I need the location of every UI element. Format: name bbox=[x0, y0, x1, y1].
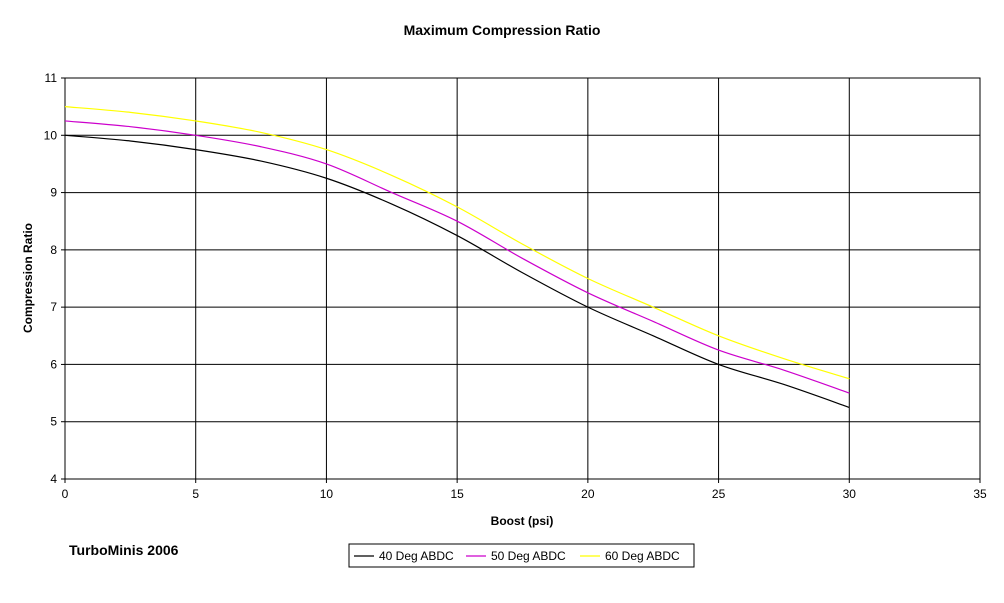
credit-text: TurboMinis 2006 bbox=[69, 542, 179, 558]
y-tick-label: 5 bbox=[50, 415, 57, 429]
x-tick-label: 5 bbox=[192, 487, 199, 501]
y-tick-label: 7 bbox=[50, 300, 57, 314]
chart-title: Maximum Compression Ratio bbox=[404, 22, 601, 38]
legend-label-2: 50 Deg ABDC bbox=[491, 549, 566, 563]
series-line-1 bbox=[64, 134, 850, 408]
plot-area bbox=[64, 77, 981, 480]
grid bbox=[61, 77, 981, 483]
x-axis-title: Boost (psi) bbox=[491, 514, 554, 528]
legend: 40 Deg ABDC 50 Deg ABDC 60 Deg ABDC bbox=[348, 543, 695, 568]
y-tick-label: 11 bbox=[45, 71, 58, 85]
tick-labels: 0 5 10 15 20 25 30 35 4 5 6 7 8 9 10 11 bbox=[44, 71, 987, 501]
series-lines bbox=[64, 106, 850, 408]
legend-label-1: 40 Deg ABDC bbox=[379, 549, 454, 563]
y-axis-title: Compression Ratio bbox=[21, 223, 35, 333]
y-tick-label: 10 bbox=[44, 128, 58, 142]
y-tick-label: 4 bbox=[50, 472, 57, 486]
legend-label-3: 60 Deg ABDC bbox=[605, 549, 680, 563]
y-tick-label: 6 bbox=[50, 357, 57, 371]
y-tick-label: 8 bbox=[50, 243, 57, 257]
x-tick-label: 35 bbox=[973, 487, 987, 501]
legend-box bbox=[348, 543, 695, 568]
x-tick-label: 10 bbox=[320, 487, 334, 501]
x-tick-label: 15 bbox=[450, 487, 464, 501]
series-line-3 bbox=[64, 106, 850, 380]
x-tick-label: 0 bbox=[62, 487, 69, 501]
series-line-2 bbox=[64, 120, 850, 394]
x-tick-label: 25 bbox=[712, 487, 726, 501]
x-tick-label: 30 bbox=[843, 487, 857, 501]
y-tick-label: 9 bbox=[50, 186, 57, 200]
x-tick-label: 20 bbox=[581, 487, 595, 501]
